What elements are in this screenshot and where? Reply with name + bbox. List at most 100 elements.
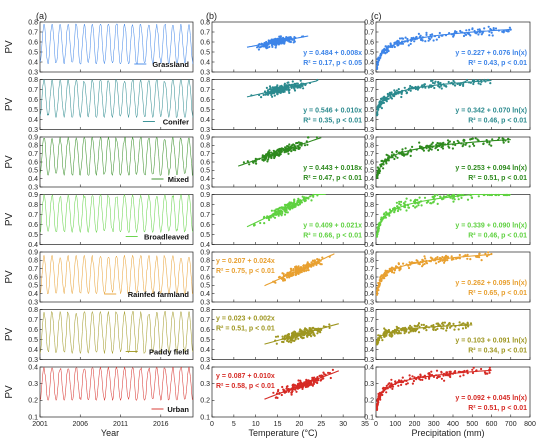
scatter-point [409, 84, 412, 88]
x-tick-label: 600 [486, 421, 498, 428]
scatter-point [501, 137, 504, 140]
scatter-point [379, 276, 382, 279]
scatter-point [406, 152, 409, 155]
scatter-point [388, 214, 391, 217]
scatter-point [402, 37, 405, 40]
scatter-point [274, 87, 277, 90]
y-tick-label: 0.7 [28, 151, 38, 158]
scatter-point [297, 337, 300, 340]
scatter-point [313, 376, 316, 379]
fit-statistics: R² = 0.66, p < 0.01 [303, 233, 362, 240]
scatter-point [388, 382, 391, 385]
scatter-point [285, 387, 288, 390]
y-tick-label: 0.9 [200, 192, 210, 199]
scatter-point [434, 80, 437, 83]
scatter-point [299, 382, 302, 385]
fit-line [376, 324, 473, 343]
scatter-point [407, 266, 411, 270]
scatter-point [466, 321, 469, 324]
scatter-point [437, 36, 441, 39]
scatter-point [320, 328, 323, 331]
y-tick-label: 0.7 [28, 29, 38, 36]
scatter-point [423, 262, 426, 265]
y-tick-label: 0.5 [28, 337, 38, 344]
scatter-point [438, 142, 441, 145]
y-tick-label: 0.7 [364, 266, 374, 273]
scatter-point [454, 30, 457, 33]
scatter-point [488, 141, 491, 144]
y-tick-label: 0.5 [364, 107, 374, 114]
scatter-point [498, 136, 501, 139]
scatter-point [416, 259, 419, 263]
y-tick-label: 0.4 [364, 242, 374, 249]
scatter-point [304, 380, 307, 384]
scatter-point [398, 37, 402, 40]
scatter-point [400, 42, 403, 45]
y-tick-label: 0.3 [364, 299, 374, 306]
scatter-point [415, 35, 418, 39]
scatter-point [384, 45, 387, 48]
scatter-point [395, 40, 398, 44]
scatter-point [433, 195, 436, 198]
fit-equation: y = 0.409 + 0.021x [303, 223, 362, 230]
y-tick-label: 0.9 [200, 249, 210, 256]
scatter-point [430, 324, 433, 327]
scatter-point [275, 208, 278, 211]
scatter-point [393, 332, 396, 335]
scatter-point [268, 88, 271, 91]
scatter-point [411, 382, 414, 385]
legend-label: Rainfed farmland [128, 290, 190, 299]
scatter-point [270, 209, 273, 212]
scatter-point [388, 208, 391, 211]
scatter-point [274, 213, 277, 216]
y-tick-label: 0.5 [28, 107, 38, 114]
scatter-point [470, 196, 474, 199]
scatter-point [466, 78, 469, 82]
y-tick-label: 0.3 [200, 127, 210, 134]
scatter-point [285, 385, 288, 388]
x-tick-label: 35 [361, 421, 369, 428]
scatter-point [471, 368, 474, 371]
plot-grid: 0.30.40.50.60.70.8PVGrassland0.30.40.50.… [4, 19, 536, 428]
scatter-point [406, 382, 409, 385]
y-tick-label: 0.4 [200, 291, 210, 298]
y-axis-label: PV [4, 98, 15, 112]
scatter-point [303, 144, 307, 147]
y-tick-label: 0.5 [364, 168, 374, 175]
scatter-point [461, 327, 465, 330]
y-tick-label: 0.2 [28, 398, 38, 405]
y-tick-label: 0.3 [200, 381, 210, 388]
y-tick-label: 0.7 [200, 266, 210, 273]
scatter-point [397, 88, 400, 91]
scatter-point [399, 267, 402, 270]
series-line-broadleaved [39, 193, 194, 234]
scatter-point [309, 265, 312, 268]
scatter-point [439, 195, 442, 198]
scatter-point [270, 92, 273, 95]
scatter-point [274, 281, 277, 284]
scatter-point [414, 198, 417, 201]
x-tick-label: 30 [339, 421, 347, 428]
scatter-point [397, 263, 400, 266]
scatter-point [279, 147, 282, 150]
scatter-point [462, 34, 466, 38]
scatter-point [301, 195, 304, 198]
scatter-point [268, 149, 271, 152]
scatter-point [485, 372, 488, 375]
y-tick-label: 0.8 [28, 307, 38, 314]
scatter-point [401, 376, 404, 379]
scatter-point [284, 147, 288, 150]
scatter-point [297, 147, 300, 150]
scatter-point [380, 97, 384, 100]
scatter-point [418, 141, 421, 144]
scatter-point [322, 325, 325, 328]
scatter-point [417, 331, 421, 334]
scatter-point [307, 269, 310, 272]
scatter-point [376, 407, 379, 410]
y-tick-label: 0.8 [364, 307, 374, 314]
scatter-point [293, 89, 297, 92]
scatter-point [401, 42, 405, 45]
scatter-point [273, 94, 276, 97]
scatter-point [380, 216, 383, 219]
fit-equation: y = 0.103 + 0.091 ln(x) [455, 338, 527, 345]
